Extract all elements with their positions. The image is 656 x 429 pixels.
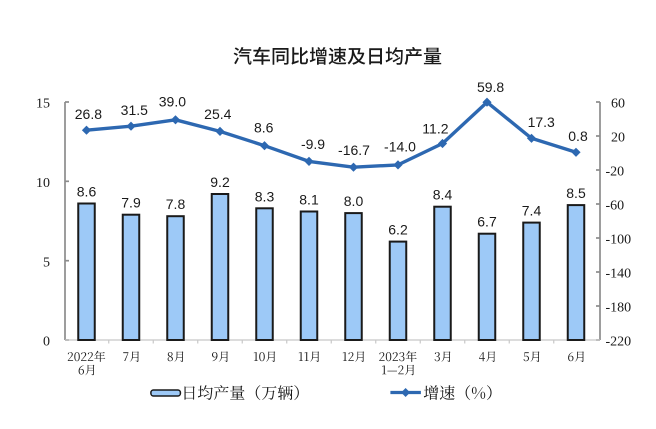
svg-text:-180: -180 [606,301,632,316]
svg-text:8.6: 8.6 [254,120,274,136]
svg-text:15: 15 [36,97,50,112]
svg-text:-220: -220 [606,335,632,350]
svg-text:60: 60 [611,97,625,112]
svg-text:8.4: 8.4 [433,187,453,203]
svg-text:9.2: 9.2 [210,174,230,190]
svg-text:59.8: 59.8 [477,79,504,95]
svg-text:5: 5 [43,255,50,270]
svg-text:-100: -100 [606,233,632,248]
svg-text:6.2: 6.2 [388,222,408,238]
svg-text:0: 0 [43,335,50,350]
svg-text:11.2: 11.2 [422,121,448,137]
svg-text:7.8: 7.8 [166,196,186,212]
svg-text:25.4: 25.4 [204,106,231,122]
svg-text:-9.9: -9.9 [301,136,325,152]
svg-text:39.0: 39.0 [159,94,186,110]
svg-text:0.8: 0.8 [568,128,588,144]
svg-text:8.0: 8.0 [344,193,364,209]
svg-text:17.3: 17.3 [528,114,555,130]
svg-text:-14.0: -14.0 [384,139,416,155]
svg-text:7.9: 7.9 [121,195,141,211]
svg-text:20: 20 [611,131,625,146]
svg-text:-140: -140 [606,267,632,282]
svg-text:8.3: 8.3 [255,188,275,204]
svg-text:-60: -60 [606,199,625,214]
svg-text:8.1: 8.1 [299,192,319,208]
svg-text:10: 10 [36,176,50,191]
svg-text:31.5: 31.5 [121,102,148,118]
svg-text:8.6: 8.6 [77,184,97,200]
svg-text:6.7: 6.7 [477,214,497,230]
svg-text:26.8: 26.8 [75,106,102,122]
svg-text:-20: -20 [606,165,625,180]
svg-text:7.4: 7.4 [522,203,542,219]
svg-text:8.5: 8.5 [566,185,586,201]
svg-text:-16.7: -16.7 [338,142,370,158]
